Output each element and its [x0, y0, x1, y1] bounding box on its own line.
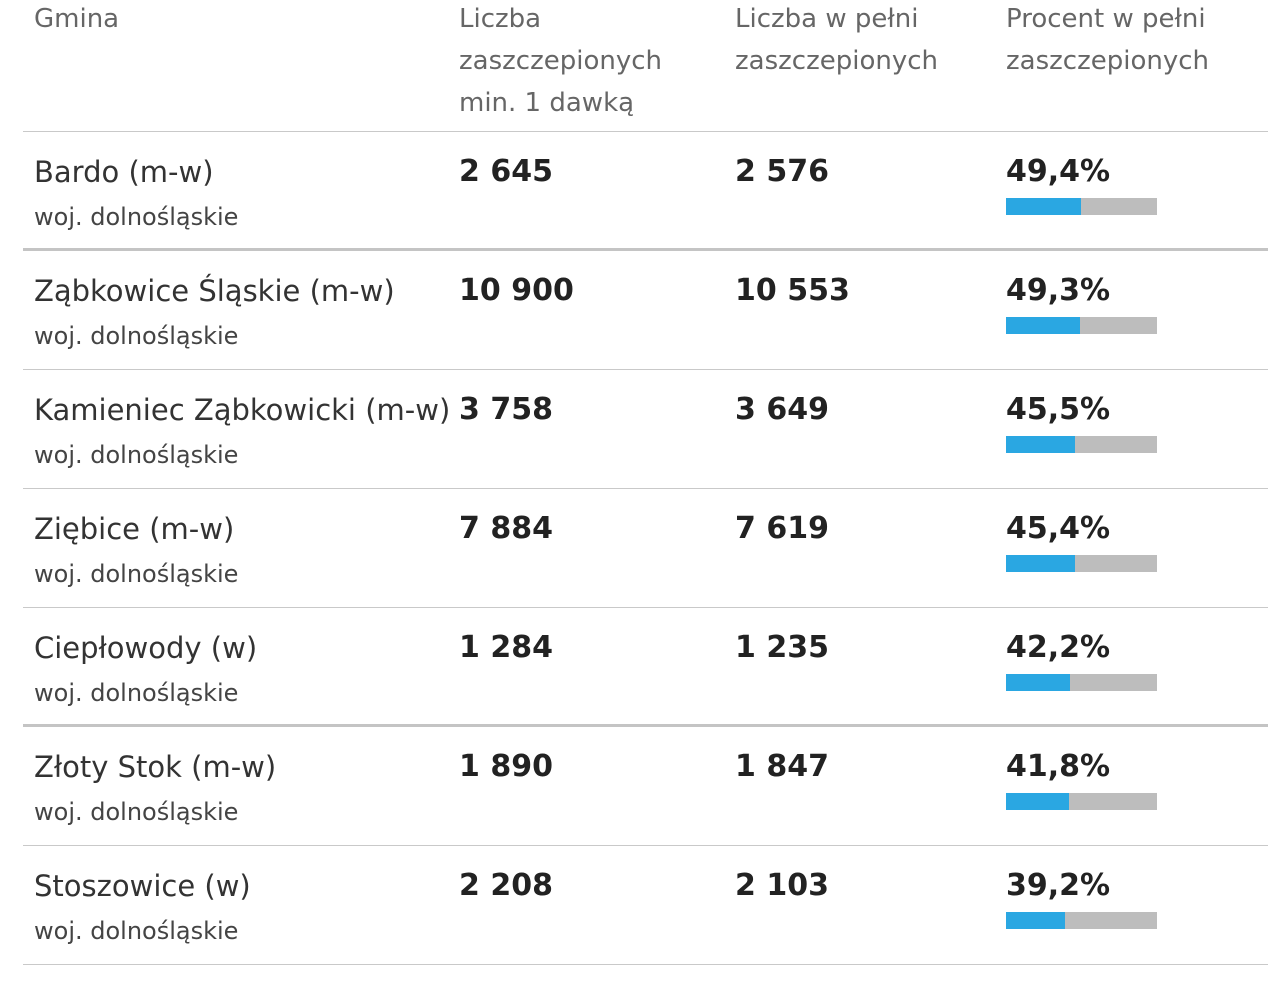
- table-row: Złoty Stok (m-w) woj. dolnośląskie 1 890 1 …: [23, 727, 1268, 846]
- percent-fully-vaccinated-value: 45,4%: [1006, 511, 1111, 546]
- region-label: woj. dolnośląskie: [34, 679, 239, 707]
- column-header-line: zaszczepionych: [735, 46, 938, 76]
- column-header-line: zaszczepionych: [1006, 46, 1209, 76]
- percent-bar: [1006, 793, 1157, 810]
- fully-vaccinated-value: 2 103: [735, 868, 829, 903]
- percent-bar: [1006, 555, 1157, 572]
- percent-bar-fill: [1006, 555, 1075, 572]
- table-row: Ciepłowody (w) woj. dolnośląskie 1 284 1 23…: [23, 608, 1268, 727]
- percent-fully-vaccinated-value: 45,5%: [1006, 392, 1111, 427]
- vaccinated-min-1-dose-value: 2 208: [459, 868, 553, 903]
- percent-fully-vaccinated-value: 42,2%: [1006, 630, 1111, 665]
- column-header-line: Liczba: [459, 4, 542, 34]
- table-header: Gmina Liczba zaszczepionych min. 1 dawką…: [23, 0, 1268, 132]
- percent-bar-fill: [1006, 793, 1070, 810]
- region-label: woj. dolnośląskie: [34, 441, 239, 469]
- percent-bar: [1006, 674, 1157, 691]
- vaccinated-min-1-dose-value: 1 890: [459, 749, 553, 784]
- table-row: Kamieniec Ząbkowicki (m-w) woj. dolnośląs…: [23, 370, 1268, 489]
- vaccination-table: Gmina Liczba zaszczepionych min. 1 dawką…: [23, 0, 1268, 965]
- percent-fully-vaccinated-value: 41,8%: [1006, 749, 1111, 784]
- fully-vaccinated-value: 2 576: [735, 154, 829, 189]
- table-body: Bardo (m-w) woj. dolnośląskie 2 645 2 576 49…: [23, 132, 1268, 965]
- vaccinated-min-1-dose-value: 10 900: [459, 273, 574, 308]
- region-label: woj. dolnośląskie: [34, 322, 239, 350]
- gmina-name: Ciepłowody (w): [34, 631, 258, 665]
- table-row: Ziębice (m-w) woj. dolnośląskie 7 884 7 619…: [23, 489, 1268, 608]
- percent-bar-fill: [1006, 317, 1081, 334]
- vaccinated-min-1-dose-value: 1 284: [459, 630, 553, 665]
- gmina-name: Złoty Stok (m-w): [34, 750, 277, 784]
- fully-vaccinated-value: 3 649: [735, 392, 829, 427]
- gmina-name: Ząbkowice Śląskie (m-w): [34, 274, 395, 308]
- percent-bar-fill: [1006, 198, 1081, 215]
- region-label: woj. dolnośląskie: [34, 203, 239, 231]
- column-header-line: zaszczepionych: [459, 46, 662, 76]
- column-header-percent-fully-vaccinated[interactable]: Procent w pełni zaszczepionych: [1006, 0, 1209, 82]
- region-label: woj. dolnośląskie: [34, 917, 239, 945]
- column-header-gmina-label: Gmina: [34, 4, 120, 34]
- percent-bar-fill: [1006, 912, 1066, 929]
- vaccinated-min-1-dose-value: 7 884: [459, 511, 553, 546]
- table-row: Stoszowice (w) woj. dolnośląskie 2 208 2 10…: [23, 846, 1268, 965]
- percent-fully-vaccinated-value: 49,3%: [1006, 273, 1111, 308]
- percent-fully-vaccinated-value: 39,2%: [1006, 868, 1111, 903]
- column-header-line: Procent w pełni: [1006, 4, 1206, 34]
- gmina-name: Stoszowice (w): [34, 869, 251, 903]
- column-header-vaccinated-min-1-dose[interactable]: Liczba zaszczepionych min. 1 dawką: [459, 0, 662, 124]
- percent-fully-vaccinated-value: 49,4%: [1006, 154, 1111, 189]
- column-header-line: min. 1 dawką: [459, 88, 635, 118]
- table-row: Bardo (m-w) woj. dolnośląskie 2 645 2 576 49…: [23, 132, 1268, 251]
- region-label: woj. dolnośląskie: [34, 798, 239, 826]
- region-label: woj. dolnośląskie: [34, 560, 239, 588]
- fully-vaccinated-value: 7 619: [735, 511, 829, 546]
- percent-bar: [1006, 317, 1157, 334]
- fully-vaccinated-value: 1 847: [735, 749, 829, 784]
- gmina-name: Bardo (m-w): [34, 155, 214, 189]
- gmina-name: Kamieniec Ząbkowicki (m-w): [34, 393, 451, 427]
- percent-bar-fill: [1006, 436, 1075, 453]
- column-header-gmina[interactable]: Gmina: [34, 0, 119, 40]
- fully-vaccinated-value: 10 553: [735, 273, 850, 308]
- vaccinated-min-1-dose-value: 3 758: [459, 392, 553, 427]
- percent-bar: [1006, 912, 1157, 929]
- column-header-line: Liczba w pełni: [735, 4, 919, 34]
- percent-bar: [1006, 198, 1157, 215]
- column-header-fully-vaccinated[interactable]: Liczba w pełni zaszczepionych: [735, 0, 938, 82]
- percent-bar: [1006, 436, 1157, 453]
- fully-vaccinated-value: 1 235: [735, 630, 829, 665]
- vaccinated-min-1-dose-value: 2 645: [459, 154, 553, 189]
- table-row: Ząbkowice Śląskie (m-w) woj. dolnośląskie…: [23, 251, 1268, 370]
- percent-bar-fill: [1006, 674, 1070, 691]
- gmina-name: Ziębice (m-w): [34, 512, 235, 546]
